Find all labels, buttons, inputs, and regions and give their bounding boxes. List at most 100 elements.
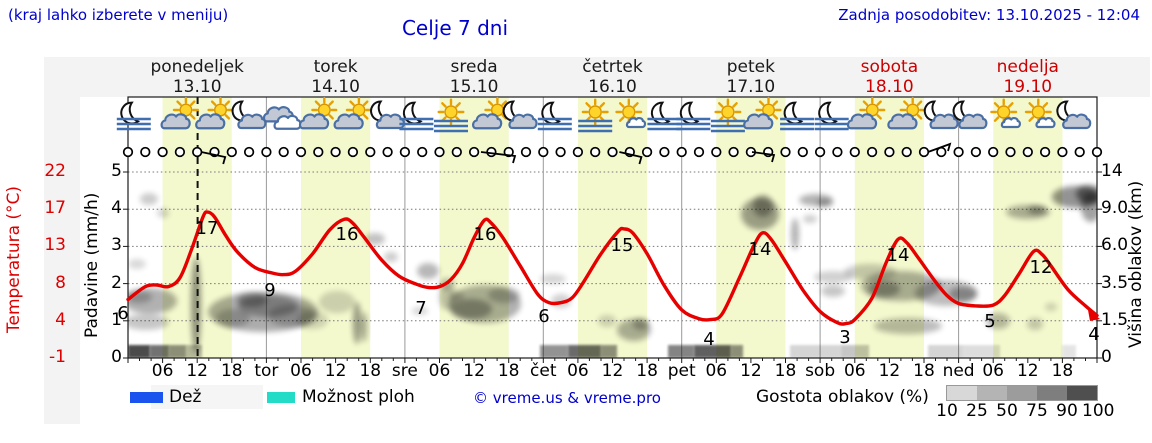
weather-icon-sun-cloud	[743, 96, 782, 130]
plot-frame	[127, 96, 1098, 359]
wind-calm-circle	[728, 146, 739, 158]
cloud-blob	[488, 287, 520, 303]
menu-hint: (kraj lahko izberete v meniju)	[8, 6, 229, 24]
time-tick-label: tor	[254, 361, 279, 381]
cloud-density-scale-value: 75	[1026, 401, 1048, 421]
cloud-density-segment	[1067, 386, 1097, 400]
weather-icon-moon-fog	[814, 101, 849, 131]
temperature-tick-label: 22	[44, 161, 66, 181]
wind-calm-circle	[1091, 146, 1103, 158]
weather-icon-moon-fog	[780, 101, 815, 131]
day-header: petek 17.10	[682, 57, 820, 97]
time-tick-label: pet	[667, 361, 696, 381]
wind-calm-circle	[901, 146, 912, 158]
time-tick-label: ned	[942, 361, 975, 381]
cloud-density-scale-value: 25	[966, 401, 988, 421]
temperature-point-label: 4	[703, 329, 714, 350]
weather-icon-sun-fog	[434, 98, 468, 133]
wind-calm-circle	[538, 146, 549, 158]
wind-calm-circle	[520, 146, 532, 158]
time-tick-label: 18	[774, 361, 797, 381]
wind-calm-circle	[295, 146, 307, 158]
weather-icon-moon-fog	[647, 101, 682, 131]
temperature-axis-label: Temperatura (°C)	[4, 185, 24, 333]
ground-fog-band	[568, 345, 601, 358]
wind-calm-circle	[434, 146, 445, 158]
temperature-point-label: 5	[984, 311, 995, 332]
wind-calm-circle	[1074, 146, 1085, 158]
day-header: sreda 15.10	[405, 57, 543, 97]
cloud-density-scale-value: 10	[936, 401, 958, 421]
temperature-point-label: 15	[611, 235, 634, 256]
cloud-blob	[817, 199, 833, 207]
wind-calm-circle	[140, 146, 151, 158]
cloud-blob	[319, 291, 355, 313]
wind-calm-circle	[555, 146, 566, 158]
cloud-blob	[753, 195, 773, 217]
wind-calm-circle	[1039, 146, 1051, 158]
curve-end-arrow	[1088, 310, 1100, 321]
wind-calm-circle	[590, 146, 601, 158]
time-tick-label: sob	[805, 361, 836, 381]
cloud-density-scale-value: 90	[1056, 401, 1078, 421]
weather-icon-sun-fog	[578, 98, 613, 133]
cloud-blob	[417, 263, 439, 279]
wind-calm-circle	[330, 146, 341, 158]
cloud-blob	[814, 271, 852, 283]
cloud-blob	[551, 294, 571, 308]
cloud-blob	[361, 312, 367, 342]
time-tick-label: 06	[151, 361, 174, 381]
day-date: 15.10	[449, 77, 499, 97]
ground-fog-band	[540, 345, 568, 358]
weather-icon-moon-cloud	[952, 100, 988, 130]
cloud-density-segment	[1037, 386, 1067, 400]
cloud-layer	[128, 185, 1097, 358]
wind-calm-circle	[936, 146, 947, 158]
weather-icon-sun-cloud	[887, 96, 926, 130]
wind-calm-circle	[641, 146, 653, 158]
wind-calm-circle	[918, 146, 930, 158]
weather-icon-moon-fog	[116, 101, 151, 131]
day-header: ponedeljek 13.10	[128, 57, 266, 97]
day-header: nedelja 19.10	[959, 57, 1097, 97]
temperature-point-label: 6	[538, 306, 549, 327]
temperature-tick-label: 13	[44, 235, 66, 256]
cloud-blob	[1027, 318, 1043, 330]
day-name: petek	[726, 57, 775, 77]
ground-fog-band	[128, 345, 150, 358]
weather-icon-moon-cloud	[231, 100, 267, 130]
day-name: ponedeljek	[150, 57, 244, 77]
cloud-density-segment	[947, 386, 977, 400]
ground-fog-band	[668, 345, 694, 358]
wind-calm-circle	[486, 146, 497, 158]
cloud-blob	[844, 264, 896, 280]
day-date: 16.10	[588, 77, 637, 97]
cloud-blob	[803, 215, 817, 223]
wind-calm-circle	[243, 146, 255, 158]
time-tick-label: 18	[359, 361, 382, 381]
day-band	[716, 97, 786, 358]
wind-calm-circle	[572, 146, 584, 158]
wind-calm-circle	[313, 146, 324, 158]
wind-calm-circle	[607, 146, 618, 158]
cloud-blob	[915, 280, 977, 306]
weather-icon-moon-cloud	[923, 100, 959, 130]
weather-icon-sun-cloud-small	[615, 98, 647, 129]
ground-fog-band	[694, 345, 731, 358]
precipitation-tick-label: 5	[111, 161, 122, 181]
day-date: 18.10	[865, 77, 914, 97]
wind-calm-circle	[261, 146, 272, 158]
wind-calm-circle	[797, 146, 808, 158]
cloud-blob	[140, 193, 158, 205]
cloud-blob	[296, 311, 328, 329]
cloud-blob	[157, 208, 169, 218]
wind-calm-circle	[347, 146, 359, 158]
copyright-link[interactable]: © vreme.us & vreme.pro	[473, 389, 661, 407]
time-tick-label: 18	[220, 361, 243, 381]
time-tick-label: 12	[1016, 361, 1039, 381]
cloud-blob	[450, 291, 464, 301]
temperature-point-label: 12	[1030, 257, 1053, 278]
ground-fog-band	[186, 345, 202, 358]
cloud-blob	[1028, 206, 1046, 214]
wind-calm-circle	[745, 146, 757, 158]
